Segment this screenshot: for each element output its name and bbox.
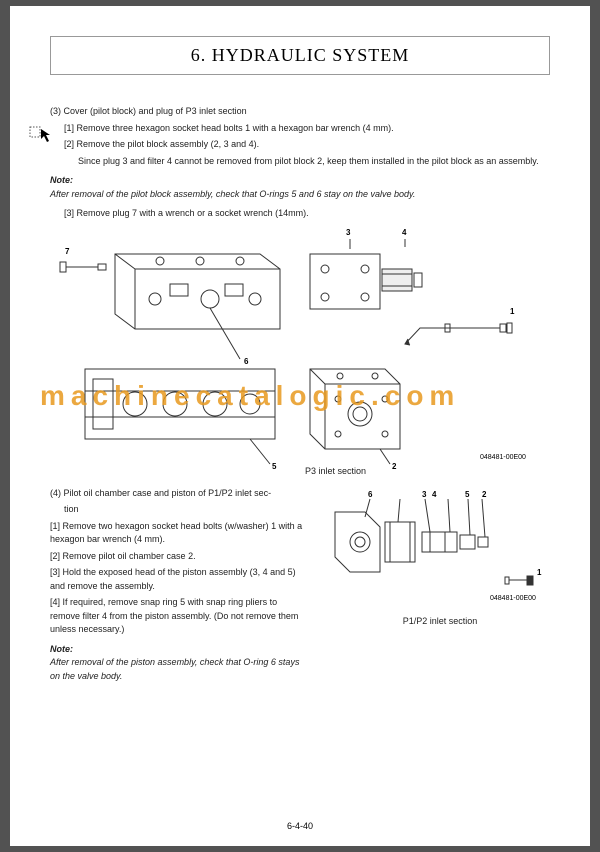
callout-7: 7	[65, 247, 70, 256]
callout-6: 6	[244, 357, 249, 366]
diagram2-caption: P1/P2 inlet section	[330, 615, 550, 629]
cursor-icon	[28, 121, 54, 148]
callout-1: 1	[510, 307, 515, 316]
content-area: (3) Cover (pilot block) and plug of P3 i…	[50, 105, 550, 683]
diagram-p3-inlet: 6 7 3 4	[50, 229, 550, 479]
callout-3: 3	[346, 229, 351, 237]
section3-step3: [3] Remove plug 7 with a wrench or a soc…	[50, 207, 550, 221]
section4-step3: [3] Hold the exposed head of the piston …	[50, 566, 305, 593]
section4-heading: (4) Pilot oil chamber case and piston of…	[50, 487, 305, 501]
callout-2: 2	[392, 462, 397, 471]
section4-step2: [2] Remove pilot oil chamber case 2.	[50, 550, 305, 564]
callout-4: 4	[402, 229, 407, 237]
page-title: 6. HYDRAULIC SYSTEM	[59, 45, 541, 66]
callout-5: 5	[272, 462, 277, 471]
section4-step4: [4] If required, remove snap ring 5 with…	[50, 596, 305, 637]
d2-callout-5: 5	[465, 490, 470, 499]
section3-step2: [2] Remove the pilot block assembly (2, …	[50, 138, 550, 152]
diagram1-caption: P3 inlet section	[305, 465, 366, 479]
page-number: 6-4-40	[287, 821, 313, 831]
d2-callout-1: 1	[537, 568, 542, 577]
d2-callout-6: 6	[368, 490, 373, 499]
note-label: Note:	[50, 174, 550, 188]
note-text: After removal of the pilot block assembl…	[50, 188, 550, 202]
d2-callout-4: 4	[432, 490, 437, 499]
partcode-1: 048481-00E00	[480, 454, 526, 461]
document-page: 6. HYDRAULIC SYSTEM (3) Cover (pilot blo…	[10, 6, 590, 846]
note-text-2: After removal of the piston assembly, ch…	[50, 656, 305, 683]
section3-step1: [1] Remove three hexagon socket head bol…	[50, 122, 550, 136]
section3-heading: (3) Cover (pilot block) and plug of P3 i…	[50, 105, 550, 119]
section3-step2-cont: Since plug 3 and filter 4 cannot be remo…	[50, 155, 550, 169]
diagram-p1p2-inlet: 6 3 4 5 2 1 048481-00E00 P1/P2 inlet sec…	[330, 487, 550, 637]
section4-step1: [1] Remove two hexagon socket head bolts…	[50, 520, 305, 547]
section4: (4) Pilot oil chamber case and piston of…	[50, 487, 550, 684]
note-label-2: Note:	[50, 643, 305, 657]
title-box: 6. HYDRAULIC SYSTEM	[50, 36, 550, 75]
section4-heading2: tion	[50, 503, 305, 517]
d2-callout-3: 3	[422, 490, 427, 499]
d2-callout-2: 2	[482, 490, 487, 499]
partcode-2: 048481-00E00	[490, 595, 536, 602]
